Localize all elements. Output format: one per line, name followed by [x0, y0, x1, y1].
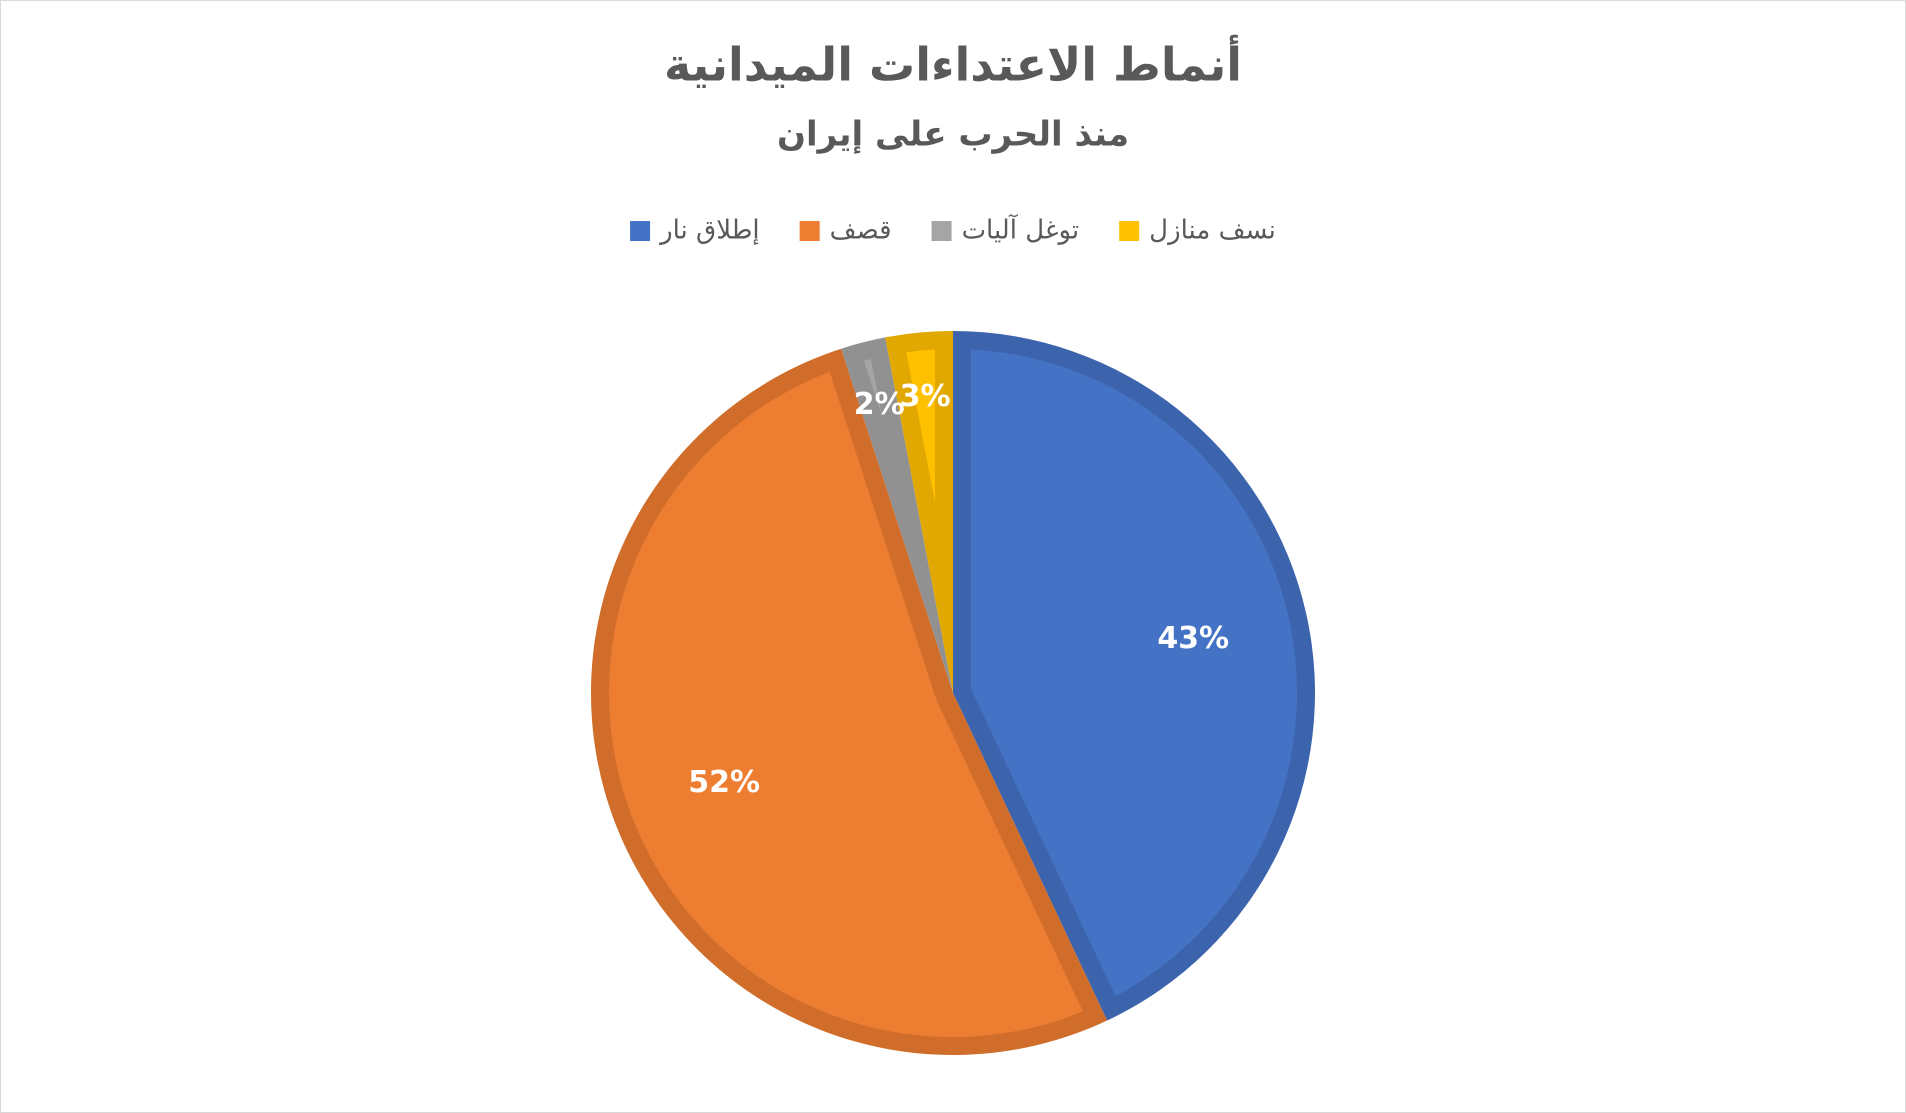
pie — [591, 331, 1315, 1055]
legend-swatch — [799, 221, 820, 241]
data-labels: 43% 52% 2%3% — [688, 379, 1229, 800]
chart-subtitle: منذ الحرب على إيران — [777, 115, 1129, 155]
data-label: 2% — [854, 387, 905, 422]
legend-label: إطلاق نار — [658, 216, 760, 246]
legend-label: توغل آليات — [962, 214, 1080, 246]
pie-slice — [885, 331, 953, 693]
legend-swatch — [630, 221, 651, 241]
chart-title: أنماط الاعتداءات الميدانية — [664, 35, 1242, 92]
data-label: 52% — [688, 765, 760, 800]
slice-border — [591, 348, 1108, 1055]
slice-border — [841, 337, 953, 693]
pie-slice — [591, 348, 1108, 1055]
data-label: 3% — [900, 379, 951, 414]
pie-slice — [953, 331, 1315, 1021]
legend-label: قصف — [830, 216, 892, 246]
legend-label: نسف منازل — [1149, 216, 1276, 246]
data-label: 43% — [1157, 621, 1229, 656]
legend-swatch — [931, 221, 952, 241]
legend: إطلاق نار قصف توغل آليات نسف منازل — [630, 214, 1276, 246]
pie-slice — [841, 337, 953, 693]
legend-swatch — [1119, 221, 1140, 241]
